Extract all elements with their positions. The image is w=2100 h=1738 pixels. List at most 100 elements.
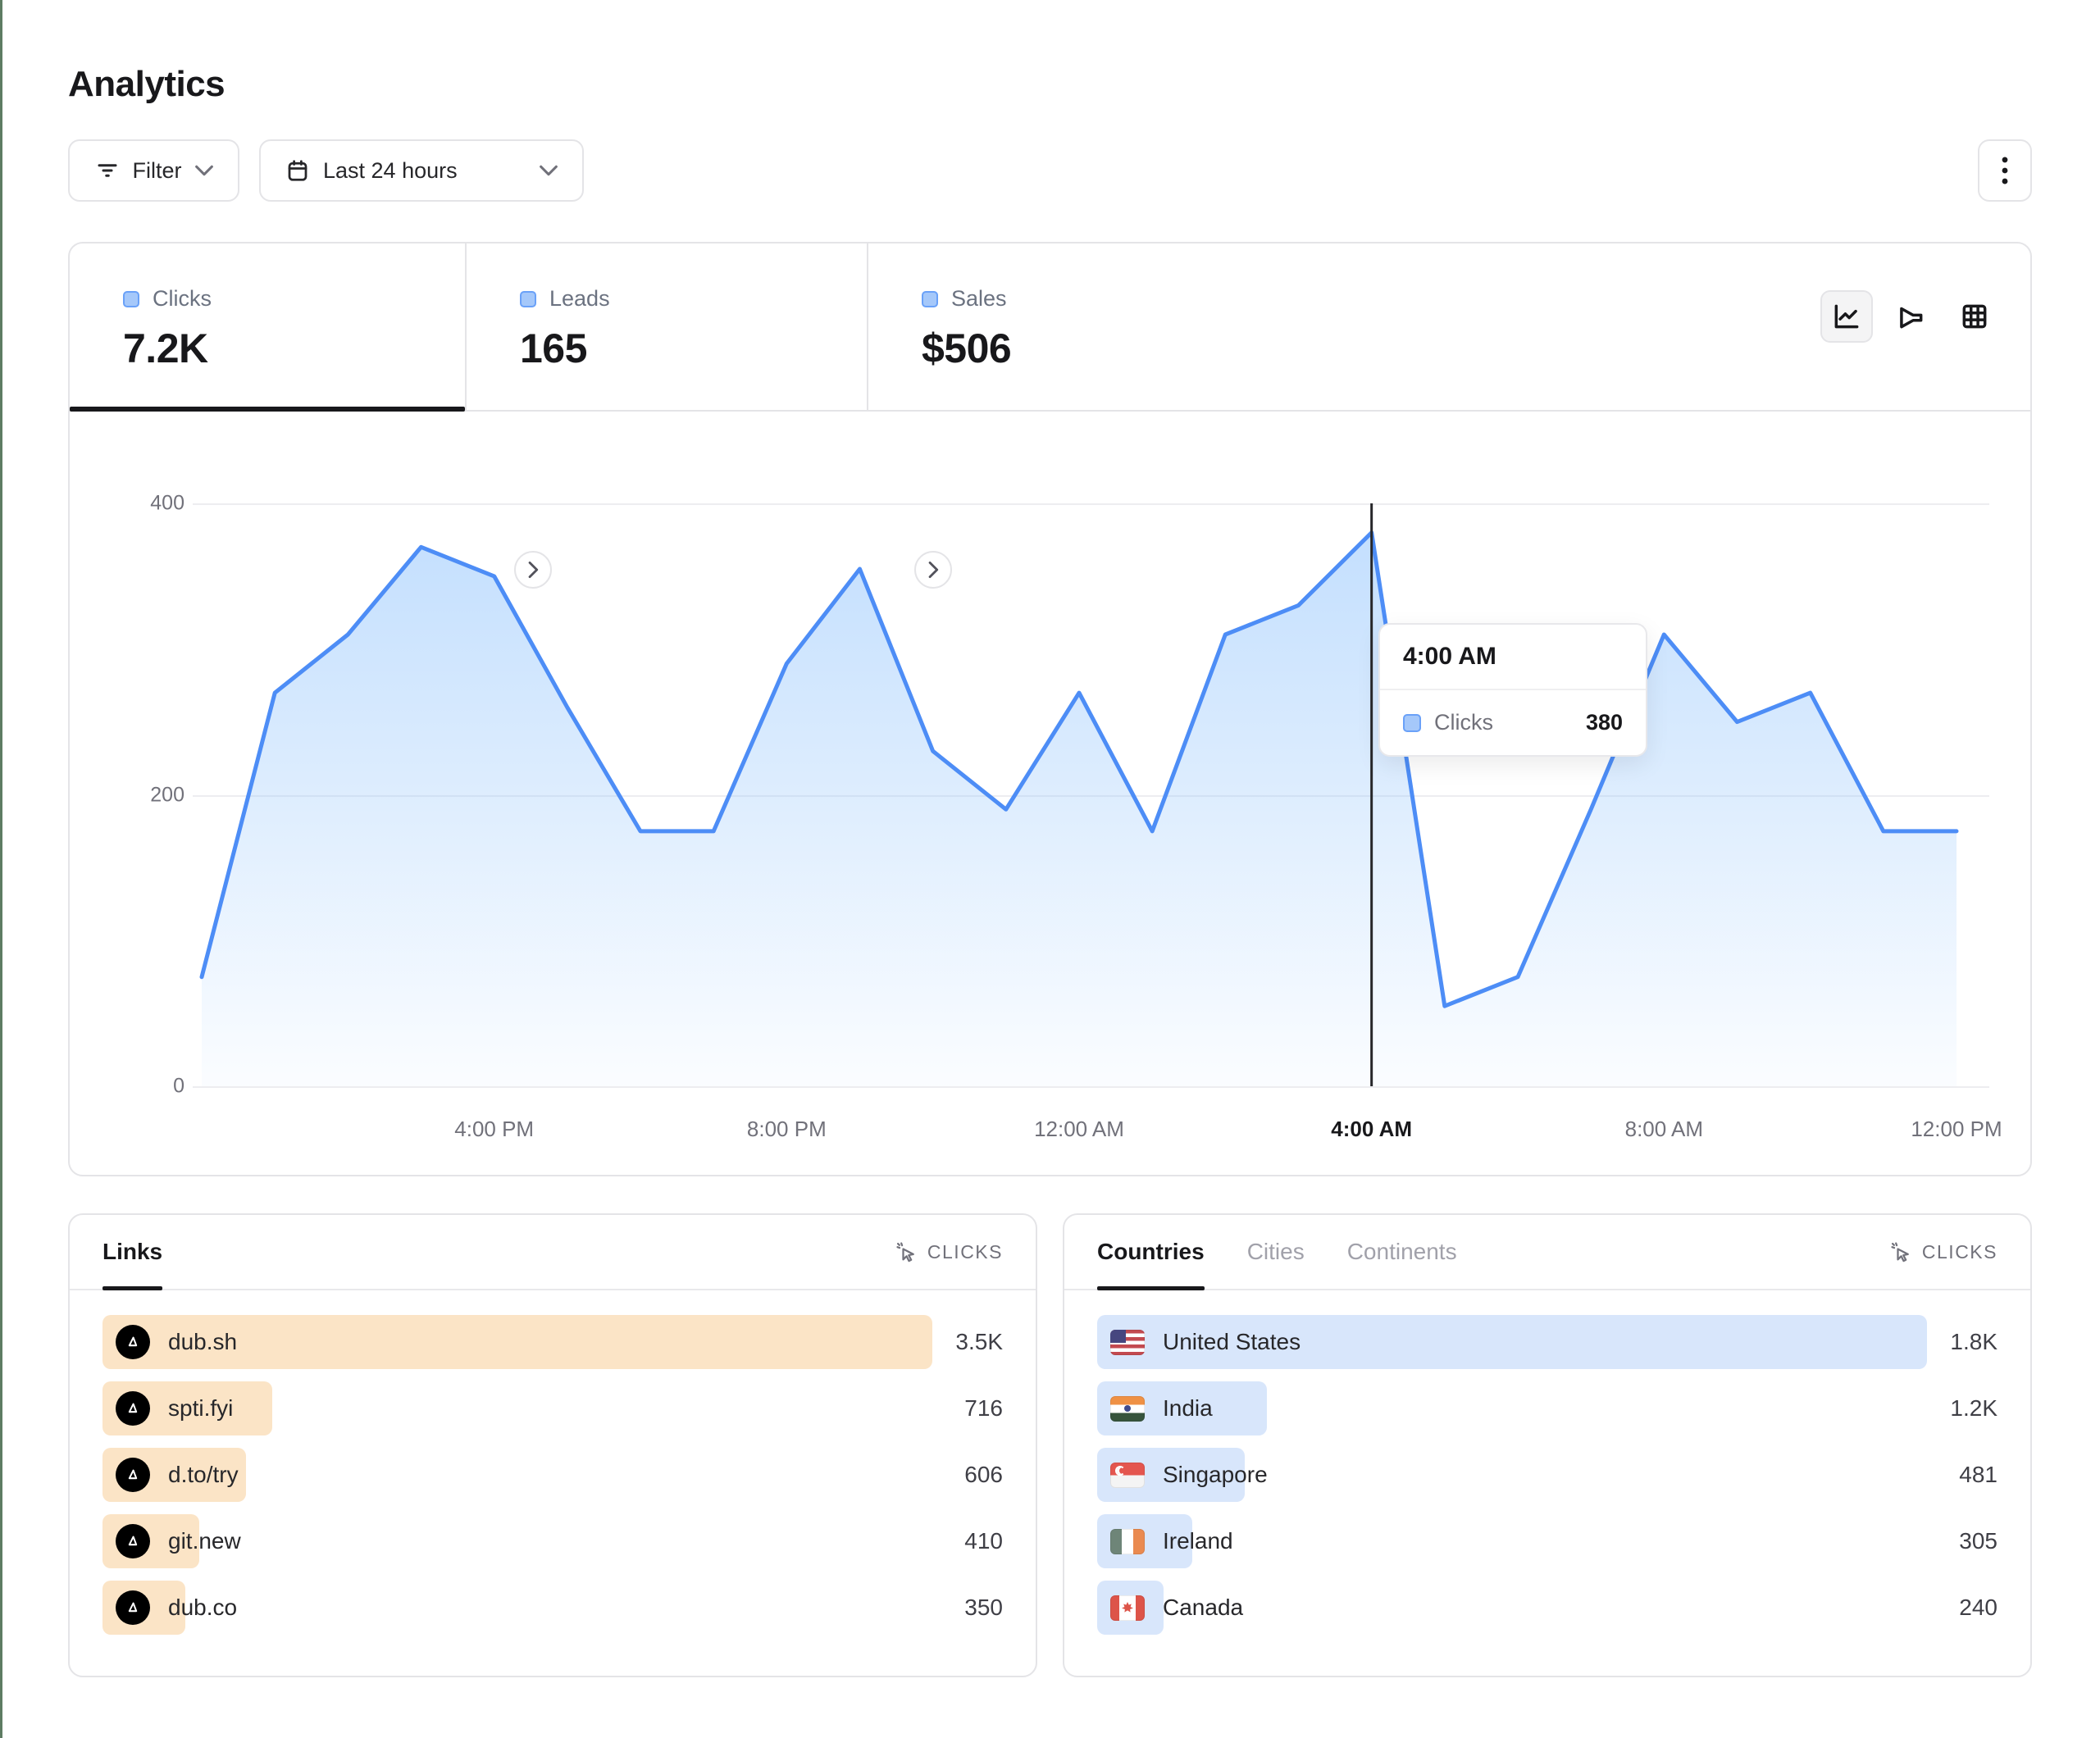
x-axis: 4:00 PM 8:00 PM 12:00 AM 4:00 AM 8:00 AM… bbox=[202, 1117, 2002, 1149]
funnel-view-button[interactable] bbox=[1884, 290, 1937, 343]
screen-edge-accent bbox=[0, 0, 2, 1738]
tooltip-time: 4:00 AM bbox=[1380, 625, 1646, 690]
country-label: Canada bbox=[1163, 1595, 1244, 1620]
canada-flag-icon bbox=[1110, 1595, 1145, 1621]
funnel-icon bbox=[1895, 301, 1926, 332]
link-label: spti.fyi bbox=[168, 1395, 234, 1421]
toolbar: Filter Last 24 hours bbox=[68, 139, 2032, 202]
countries-panel-header: Countries Cities Continents CLICKS bbox=[1064, 1215, 2030, 1290]
link-value: 350 bbox=[964, 1595, 1003, 1620]
cursor-click-icon bbox=[895, 1240, 918, 1263]
xtick: 8:00 AM bbox=[1624, 1117, 1704, 1141]
tab-sales[interactable]: Sales $506 bbox=[868, 243, 1295, 410]
analytics-page: Analytics Filter Last 24 hours bbox=[68, 0, 2032, 1677]
dub-favicon bbox=[116, 1590, 150, 1625]
line-chart-icon bbox=[1831, 301, 1862, 332]
links-metric-label: CLICKS bbox=[927, 1240, 1003, 1263]
country-label: United States bbox=[1163, 1329, 1301, 1354]
country-value: 1.2K bbox=[1950, 1395, 1998, 1421]
tab-cities[interactable]: Cities bbox=[1246, 1239, 1305, 1264]
countries-metric-selector[interactable]: CLICKS bbox=[1889, 1240, 1998, 1263]
links-panel: Links CLICKS dub.sh 3.5 bbox=[68, 1213, 1037, 1677]
link-value: 410 bbox=[964, 1528, 1003, 1554]
country-value: 1.8K bbox=[1950, 1329, 1998, 1354]
dub-favicon bbox=[116, 1391, 150, 1426]
tab-continents[interactable]: Continents bbox=[1346, 1239, 1457, 1264]
chart-tooltip: 4:00 AM Clicks 380 bbox=[1378, 623, 1647, 757]
leads-tab-value: 165 bbox=[520, 325, 587, 371]
clicks-chart[interactable]: 400 200 0 4:00 PM 8: bbox=[70, 412, 2030, 1174]
calendar-icon bbox=[285, 158, 310, 183]
countries-metric-label: CLICKS bbox=[1921, 1240, 1998, 1263]
tab-clicks[interactable]: Clicks 7.2K bbox=[70, 243, 465, 412]
country-label: Ireland bbox=[1163, 1528, 1233, 1554]
active-tab-underline bbox=[70, 407, 465, 412]
country-label: Singapore bbox=[1163, 1462, 1268, 1487]
area-chart-svg bbox=[199, 503, 1959, 1086]
chevron-down-icon bbox=[540, 165, 558, 176]
links-panel-header: Links CLICKS bbox=[70, 1215, 1036, 1290]
link-row[interactable]: d.to/try 606 bbox=[102, 1448, 1003, 1502]
xtick: 4:00 PM bbox=[454, 1117, 535, 1141]
country-row[interactable]: Ireland 305 bbox=[1097, 1514, 1998, 1568]
chart-plot-area bbox=[199, 503, 1959, 1086]
clicks-tab-label: Clicks bbox=[153, 286, 212, 311]
stats-tabs-row: Clicks 7.2K Leads 165 Sales $506 bbox=[70, 243, 2030, 589]
link-row[interactable]: dub.sh 3.5K bbox=[102, 1315, 1003, 1369]
more-options-button[interactable] bbox=[1978, 139, 2032, 202]
tab-leads[interactable]: Leads 165 bbox=[467, 243, 867, 410]
xtick: 12:00 AM bbox=[1034, 1117, 1124, 1141]
link-row[interactable]: spti.fyi 716 bbox=[102, 1381, 1003, 1435]
country-value: 305 bbox=[1959, 1528, 1998, 1554]
link-value: 3.5K bbox=[955, 1329, 1003, 1354]
date-range-button[interactable]: Last 24 hours bbox=[259, 139, 584, 202]
sales-legend-swatch bbox=[922, 290, 938, 307]
date-range-label: Last 24 hours bbox=[323, 157, 458, 183]
cursor-click-icon bbox=[1889, 1240, 1912, 1263]
line-chart-view-button[interactable] bbox=[1820, 290, 1873, 343]
xtick: 12:00 PM bbox=[1911, 1117, 2002, 1141]
sales-tab-value: $506 bbox=[922, 325, 1012, 371]
chart-view-switcher bbox=[1820, 290, 2001, 343]
tooltip-legend-swatch bbox=[1403, 713, 1421, 732]
clicks-legend-swatch bbox=[123, 290, 139, 307]
filter-button-label: Filter bbox=[132, 157, 182, 183]
page-title: Analytics bbox=[68, 64, 225, 104]
links-metric-selector[interactable]: CLICKS bbox=[895, 1240, 1003, 1263]
filter-icon bbox=[95, 158, 120, 183]
expand-leads-button[interactable] bbox=[914, 551, 952, 589]
ytick-200: 200 bbox=[150, 783, 184, 807]
tab-links[interactable]: Links bbox=[102, 1215, 163, 1290]
analytics-card: Clicks 7.2K Leads 165 Sales $506 bbox=[68, 242, 2032, 1176]
expand-clicks-button[interactable] bbox=[514, 551, 552, 589]
xtick-highlighted: 4:00 AM bbox=[1331, 1117, 1413, 1141]
dub-favicon bbox=[116, 1524, 150, 1558]
tab-countries[interactable]: Countries bbox=[1097, 1215, 1205, 1290]
ireland-flag-icon bbox=[1110, 1528, 1145, 1554]
table-view-button[interactable] bbox=[1948, 290, 2001, 343]
singapore-flag-icon bbox=[1110, 1462, 1145, 1488]
india-flag-icon bbox=[1110, 1395, 1145, 1422]
leads-legend-swatch bbox=[520, 290, 536, 307]
country-row[interactable]: United States 1.8K bbox=[1097, 1315, 1998, 1369]
links-rows: dub.sh 3.5K spti.fyi 716 d.to/try 606 bbox=[70, 1290, 1036, 1635]
clicks-line bbox=[199, 530, 1959, 1008]
link-value: 716 bbox=[964, 1395, 1003, 1421]
country-row[interactable]: Singapore 481 bbox=[1097, 1448, 1998, 1502]
link-label: d.to/try bbox=[168, 1462, 239, 1487]
clicks-tab-value: 7.2K bbox=[123, 325, 208, 371]
country-row[interactable]: India 1.2K bbox=[1097, 1381, 1998, 1435]
ytick-400: 400 bbox=[150, 491, 184, 515]
link-label: git.new bbox=[168, 1528, 241, 1554]
link-row[interactable]: git.new 410 bbox=[102, 1514, 1003, 1568]
link-label: dub.co bbox=[168, 1595, 238, 1620]
filter-button[interactable]: Filter bbox=[68, 139, 239, 202]
country-value: 240 bbox=[1959, 1595, 1998, 1620]
link-label: dub.sh bbox=[168, 1329, 238, 1354]
ytick-0: 0 bbox=[173, 1074, 184, 1098]
xtick: 8:00 PM bbox=[746, 1117, 827, 1141]
country-row[interactable]: Canada 240 bbox=[1097, 1581, 1998, 1635]
sales-tab-label: Sales bbox=[951, 286, 1007, 311]
link-row[interactable]: dub.co 350 bbox=[102, 1581, 1003, 1635]
dub-favicon bbox=[116, 1325, 150, 1359]
